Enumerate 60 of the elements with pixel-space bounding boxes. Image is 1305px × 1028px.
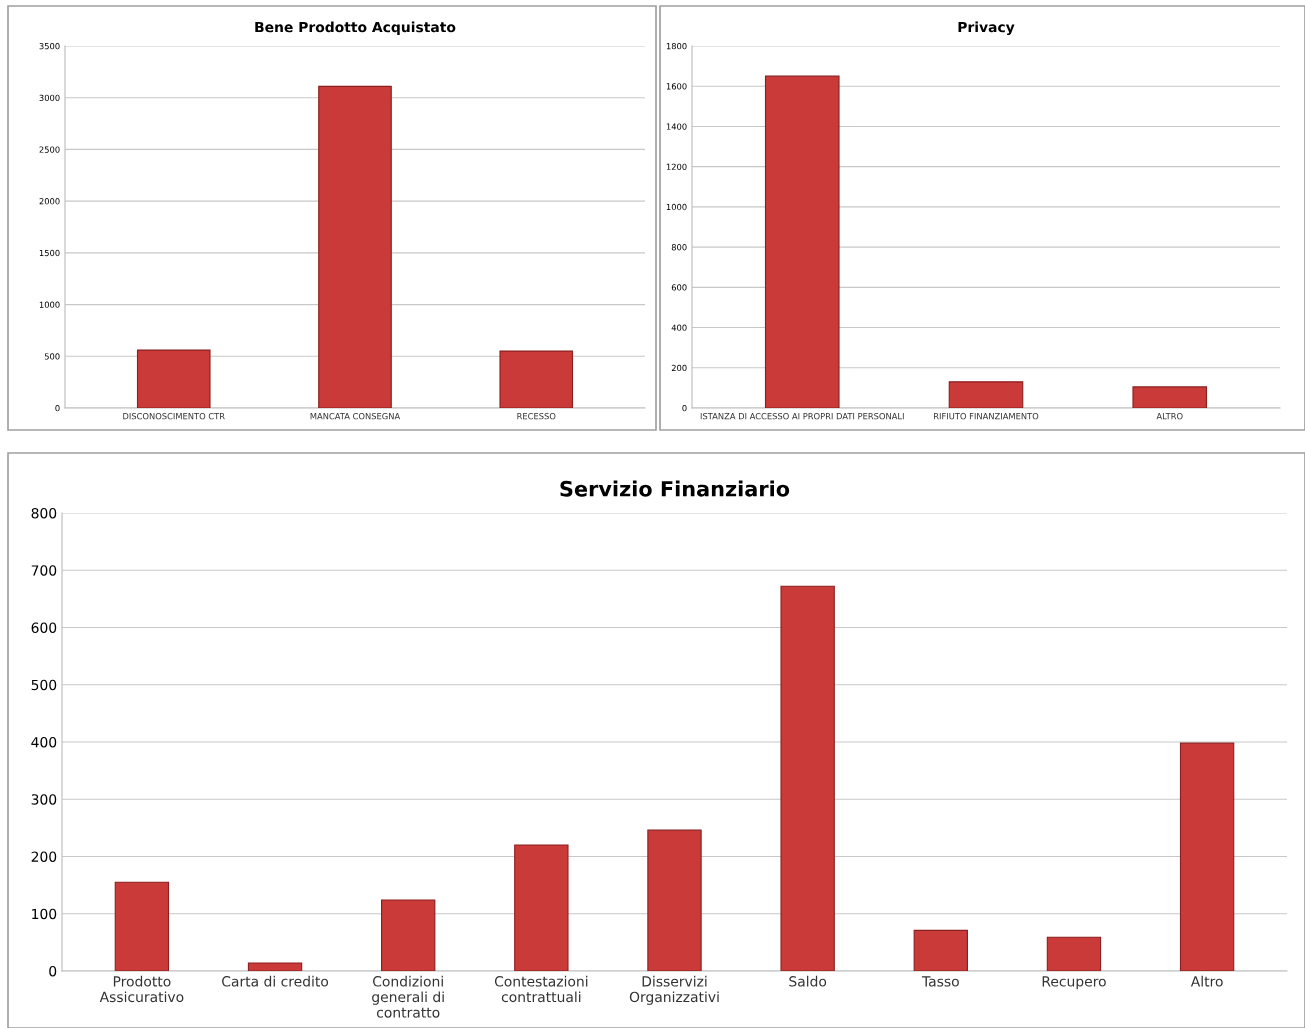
bar xyxy=(247,962,303,971)
y-tick-label: 2000 xyxy=(39,198,60,205)
y-tick-label: 1200 xyxy=(666,163,687,170)
y-tick-label: 200 xyxy=(31,851,57,862)
y-tick-label: 1800 xyxy=(666,42,687,50)
bar xyxy=(1046,936,1102,971)
x-tick-label: Prodotto Assicurativo xyxy=(99,975,184,1003)
x-tick-label: ALTRO xyxy=(1156,413,1183,420)
y-tick-label: 800 xyxy=(31,507,57,519)
x-tick-label: Condizioni generali di contratto xyxy=(372,975,444,1018)
bar xyxy=(913,929,968,971)
y-tick-label: 2500 xyxy=(39,146,60,153)
chart-title: Bene Prodotto Acquistato xyxy=(255,21,456,35)
y-tick-label: 600 xyxy=(671,284,687,291)
y-tick-label: 3500 xyxy=(39,42,60,50)
x-tick-label: RECESSO xyxy=(517,413,556,420)
y-tick-label: 500 xyxy=(31,679,57,691)
bar xyxy=(514,844,569,971)
chart-title: Servizio Finanziario xyxy=(560,480,790,497)
bar xyxy=(764,75,840,408)
y-tick-label: 0 xyxy=(55,404,60,412)
y-tick-label: 300 xyxy=(31,794,57,805)
x-tick-label: Contestazioni contrattuali xyxy=(494,975,588,1003)
y-tick-label: 500 xyxy=(44,353,60,360)
x-tick-label: Altro xyxy=(1190,975,1223,987)
bar xyxy=(1132,386,1208,408)
y-tick-label: 0 xyxy=(682,404,687,412)
x-tick-label: RIFIUTO FINANZIAMENTO xyxy=(934,413,1039,420)
bar xyxy=(1179,742,1235,971)
y-tick-label: 1000 xyxy=(39,301,60,308)
bar xyxy=(948,381,1024,408)
y-tick-label: 100 xyxy=(32,908,57,920)
y-tick-label: 1000 xyxy=(666,203,687,211)
y-tick-label: 0 xyxy=(49,965,57,977)
x-tick-label: Tasso xyxy=(921,976,959,987)
x-tick-label: DISCONOSCIMENTO CTR xyxy=(123,413,225,420)
y-tick-label: 800 xyxy=(671,244,687,251)
x-tick-label: Carta di credito xyxy=(222,975,329,987)
bar xyxy=(318,85,392,408)
bar xyxy=(381,899,436,971)
x-tick-label: ISTANZA DI ACCESSO AI PROPRI DATI PERSONALI xyxy=(700,413,904,420)
bar xyxy=(114,881,170,971)
y-tick-label: 400 xyxy=(31,736,57,748)
y-tick-label: 400 xyxy=(671,324,687,331)
x-tick-label: Recupero xyxy=(1042,976,1106,990)
bar xyxy=(647,829,702,971)
y-tick-label: 1600 xyxy=(666,83,687,90)
x-tick-label: MANCATA CONSEGNA xyxy=(310,413,401,420)
y-tick-label: 200 xyxy=(671,364,687,372)
bar xyxy=(136,349,211,408)
y-tick-label: 700 xyxy=(31,565,57,576)
y-tick-label: 600 xyxy=(31,622,57,633)
bar xyxy=(780,585,835,971)
bar xyxy=(499,350,574,408)
y-tick-label: 3000 xyxy=(39,94,60,101)
x-tick-label: Saldo xyxy=(789,975,827,987)
x-tick-label: Disservizi Organizzativi xyxy=(629,975,719,1005)
y-tick-label: 1500 xyxy=(39,249,60,257)
y-tick-label: 1400 xyxy=(666,123,687,130)
chart-title: Privacy xyxy=(958,21,1015,36)
